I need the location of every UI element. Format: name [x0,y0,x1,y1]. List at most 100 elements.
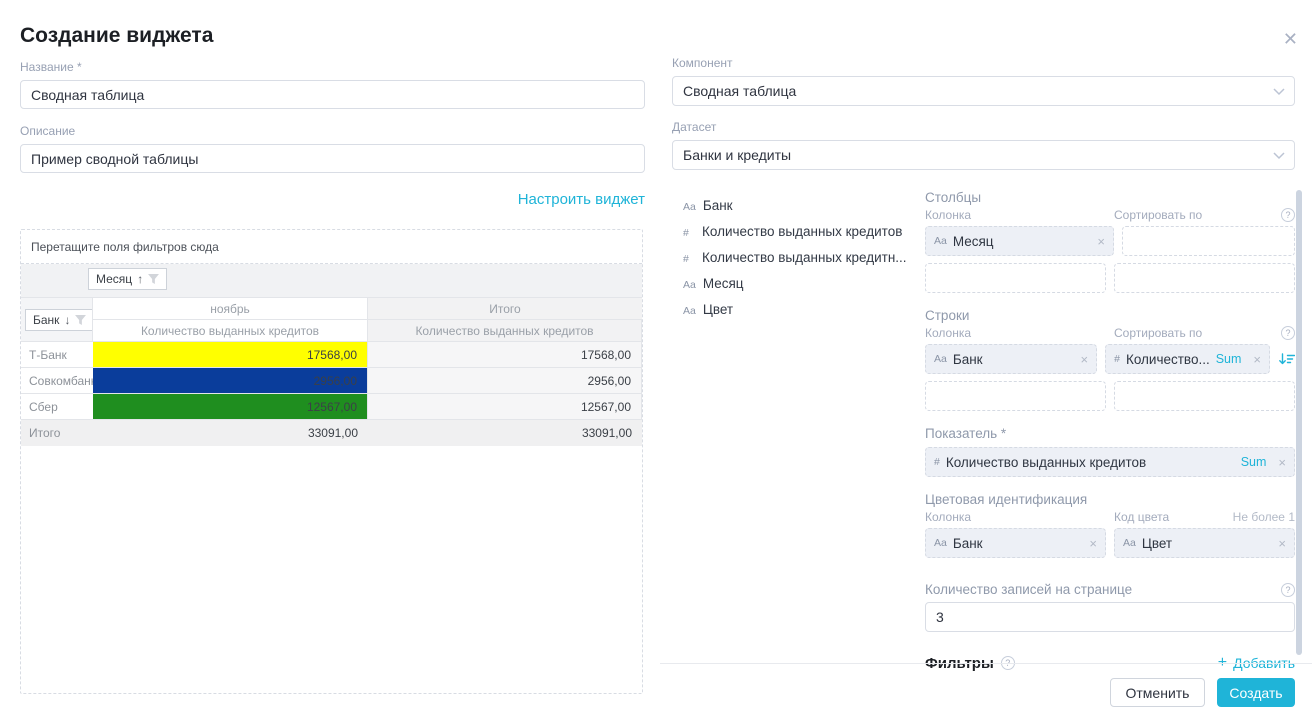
number-type-icon: # [683,227,689,239]
field-name: Цвет [702,302,734,317]
field-name: Месяц [702,276,744,291]
columns-field-chip[interactable]: Aa Месяц × [925,226,1114,256]
help-icon[interactable]: ? [1281,326,1295,340]
field-name: Количество выданных кредитов [702,224,903,239]
measure-header: Количество выданных кредитов [93,320,368,342]
help-icon[interactable]: ? [1281,208,1295,222]
close-icon[interactable]: ✕ [1282,29,1298,49]
rows-field-chip[interactable]: Aa Банк × [925,344,1098,374]
measure-section-title: Показатель * [925,426,1007,441]
chevron-down-icon [1273,152,1285,160]
description-label: Описание [20,124,76,138]
columns-sort-slot[interactable] [1122,226,1295,256]
number-type-icon: # [934,456,940,468]
widget-config: Столбцы Колонка Сортировать по ? Aa Меся… [925,190,1295,672]
plus-icon: + [1218,654,1227,672]
column-label: Колонка [925,326,972,340]
filter-funnel-icon[interactable] [148,274,160,284]
field-item-month[interactable]: Aa Месяц [683,276,925,291]
name-label: Название * [20,60,82,74]
column-label: Колонка [925,510,972,524]
column-header-band: Месяц ↑ [21,264,642,297]
rows-section-title: Строки [925,308,970,323]
footer-divider [660,663,1312,664]
remove-icon[interactable]: × [1278,454,1286,470]
field-item-color[interactable]: Aa Цвет [683,302,925,317]
max-one-hint: Не более 1 [1232,510,1295,524]
rows-empty-slot[interactable] [925,381,1106,411]
row-label: Т-Банк [21,342,93,368]
filter-dropzone[interactable]: Перетащите поля фильтров сюда [21,230,642,264]
color-section-title: Цветовая идентификация [925,492,1088,507]
group-header-total: Итого [368,298,642,320]
rows-sort-empty-slot[interactable] [1114,381,1295,411]
row-field-chip[interactable]: Банк ↓ [25,308,92,331]
aggregation-badge[interactable]: Sum [1240,455,1267,469]
sort-by-label: Сортировать по [1114,208,1203,222]
number-type-icon: # [683,253,689,265]
remove-icon[interactable]: × [1097,233,1105,249]
text-type-icon: Aa [683,201,696,213]
row-label: Совкомбанк [21,368,93,394]
right-panel: Компонент Сводная таблица Датасет Банки … [672,56,1295,672]
component-select[interactable]: Сводная таблица [672,76,1295,106]
row-chip-label: Банк [33,312,60,327]
dataset-label: Датасет [672,120,717,134]
columns-sort-empty-slot[interactable] [1114,263,1295,293]
scrollbar[interactable] [1296,190,1302,655]
remove-icon[interactable]: × [1253,351,1261,367]
left-panel: Название * Описание Настроить виджет Пер… [20,60,645,694]
dataset-field-list: Aa Банк # Количество выданных кредитов #… [672,190,925,672]
text-type-icon: Aa [934,353,947,365]
field-name: Количество выданных кредитн... [702,250,907,265]
field-item-credits-2[interactable]: # Количество выданных кредитн... [683,250,925,265]
page-title: Создание виджета [20,24,214,47]
column-chip-label: Месяц [96,272,133,286]
sort-desc-icon[interactable]: ↓ [64,312,71,327]
cell-total: 2956,00 [368,368,642,394]
cancel-button[interactable]: Отменить [1110,678,1205,707]
dataset-value: Банки и кредиты [683,147,792,163]
cell-value: 12567,00 [93,394,368,420]
help-icon[interactable]: ? [1281,582,1295,597]
page-size-input[interactable] [925,602,1295,632]
text-type-icon: Aa [683,305,696,317]
group-header-november: ноябрь [93,298,368,320]
component-value: Сводная таблица [683,83,797,99]
widget-preview: Перетащите поля фильтров сюда Месяц ↑ Ба… [20,229,643,694]
text-type-icon: Aa [683,279,696,291]
page-size-label: Количество записей на странице [925,582,1133,597]
column-label: Колонка [925,208,972,222]
row-label: Сбер [21,394,93,420]
configure-widget-link[interactable]: Настроить виджет [517,191,645,208]
aggregation-badge[interactable]: Sum [1215,352,1242,366]
filter-funnel-icon[interactable] [75,314,87,325]
remove-icon[interactable]: × [1080,351,1089,367]
color-code-label: Код цвета [1114,510,1170,524]
component-label: Компонент [672,56,733,70]
columns-empty-slot[interactable] [925,263,1106,293]
color-column-chip[interactable]: Aa Банк × [925,528,1106,558]
remove-icon[interactable]: × [1089,535,1097,551]
sort-descending-icon[interactable] [1278,352,1295,367]
dataset-select[interactable]: Банки и кредиты [672,140,1295,170]
field-item-bank[interactable]: Aa Банк [683,198,925,213]
description-input[interactable] [20,144,645,173]
color-code-chip[interactable]: Aa Цвет × [1114,528,1295,558]
field-item-credits[interactable]: # Количество выданных кредитов [683,224,925,239]
text-type-icon: Aa [934,235,947,247]
name-input[interactable] [20,80,645,109]
rows-sort-chip[interactable]: # Количество... Sum × [1105,344,1270,374]
measure-chip[interactable]: # Количество выданных кредитов Sum × [925,447,1295,477]
sort-asc-icon[interactable]: ↑ [137,272,144,286]
row-header-cell: Банк ↓ [21,298,93,342]
cell-value: 17568,00 [93,342,368,368]
create-button[interactable]: Создать [1217,678,1295,707]
number-type-icon: # [1114,353,1120,365]
column-field-chip[interactable]: Месяц ↑ [88,268,168,290]
remove-icon[interactable]: × [1278,535,1286,551]
cell-value: 2956,00 [93,368,368,394]
measure-header-total: Количество выданных кредитов [368,320,642,342]
text-type-icon: Aa [934,537,947,549]
cell-total: 17568,00 [368,342,642,368]
